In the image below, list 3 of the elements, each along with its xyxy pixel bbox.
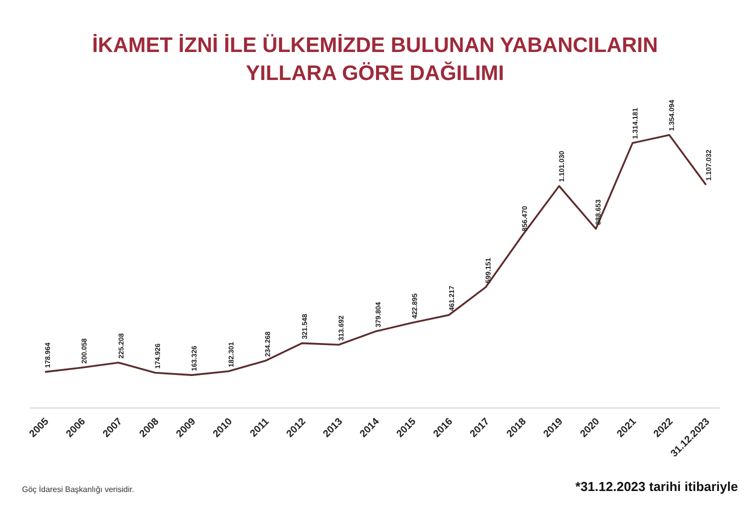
chart-title: İKAMET İZNİ İLE ÜLKEMİZDE BULUNAN YABANCILARIN YILLARA GÖRE DAĞILIMI xyxy=(92,34,658,85)
text: Göç İdaresi Başkanlığı verisidir. xyxy=(22,485,134,494)
text: *31.12.2023 tarihi itibariyle xyxy=(575,479,738,494)
